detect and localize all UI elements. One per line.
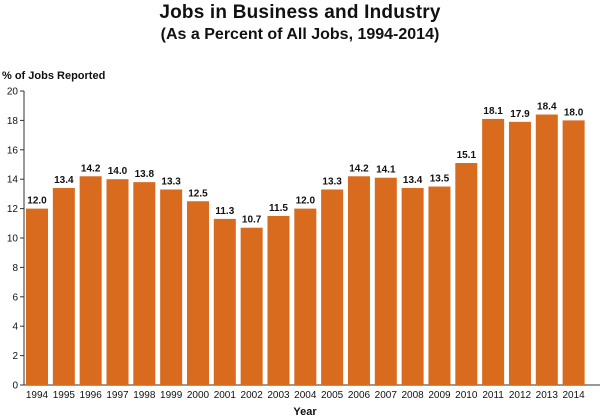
x-tick-label: 2005: [321, 390, 344, 401]
bar: [186, 201, 209, 385]
bar: [562, 120, 585, 386]
bar: [374, 177, 397, 385]
y-tick-label: 2: [12, 351, 18, 362]
data-label: 14.0: [108, 166, 128, 177]
bar: [482, 118, 505, 386]
data-label: 11.5: [269, 203, 288, 214]
x-tick-label: 2008: [402, 390, 425, 401]
y-tick-label: 16: [7, 145, 19, 156]
x-tick-label: 1998: [133, 390, 156, 401]
y-tick-label: 4: [12, 322, 18, 333]
x-tick-label: 2004: [294, 390, 317, 401]
data-label: 13.3: [322, 176, 342, 187]
bar: [535, 114, 558, 386]
x-tick-label: 2014: [562, 390, 585, 401]
chart-subtitle: (As a Percent of All Jobs, 1994-2014): [160, 26, 440, 43]
data-label: 10.7: [242, 215, 262, 226]
x-tick-label: 1994: [26, 390, 49, 401]
y-tick-label: 20: [7, 87, 19, 98]
data-label: 13.4: [403, 175, 423, 186]
x-tick-label: 1997: [106, 390, 129, 401]
x-tick-label: 2010: [455, 390, 478, 401]
data-label: 18.0: [564, 107, 584, 118]
y-tick-label: 0: [12, 381, 18, 392]
bar: [26, 208, 48, 385]
bar: [294, 208, 317, 385]
data-label: 12.5: [188, 188, 208, 199]
chart-title: Jobs in Business and Industry: [159, 2, 441, 23]
data-label: 12.0: [27, 196, 47, 207]
data-label: 13.8: [135, 169, 155, 180]
bar: [455, 163, 478, 385]
data-label: 15.1: [457, 150, 477, 161]
x-tick-label: 1996: [80, 390, 103, 401]
bar: [106, 179, 129, 385]
data-label: 14.1: [376, 165, 396, 176]
x-tick-label: 2007: [375, 390, 398, 401]
y-tick-label: 18: [7, 116, 19, 127]
bar: [240, 227, 263, 385]
data-label: 18.1: [483, 106, 503, 117]
data-label: 13.5: [430, 174, 450, 185]
data-label: 12.0: [296, 196, 316, 207]
data-label: 14.2: [81, 163, 101, 174]
data-label: 18.4: [537, 102, 557, 113]
x-tick-label: 2013: [536, 390, 559, 401]
x-tick-label: 2006: [348, 390, 371, 401]
bar: [133, 182, 156, 385]
y-tick-label: 14: [7, 175, 19, 186]
data-label: 14.2: [349, 163, 369, 174]
x-tick-label: 2001: [214, 390, 237, 401]
bar: [213, 218, 236, 385]
bar: [321, 189, 344, 385]
x-tick-label: 2012: [509, 390, 532, 401]
x-tick-label: 2002: [241, 390, 264, 401]
bar: [52, 188, 75, 385]
y-tick-label: 10: [7, 234, 19, 245]
bar: [401, 188, 424, 385]
bar: [160, 189, 183, 385]
data-label: 11.3: [215, 206, 234, 217]
y-tick-label: 12: [7, 204, 19, 215]
x-tick-label: 2009: [428, 390, 451, 401]
bar: [508, 121, 531, 386]
x-tick-label: 1995: [53, 390, 76, 401]
x-tick-label: 1999: [160, 390, 183, 401]
bar: [79, 176, 102, 385]
bar: [428, 186, 451, 385]
y-tick-label: 8: [12, 263, 18, 274]
data-label: 13.4: [54, 175, 74, 186]
bar: [347, 176, 370, 385]
data-label: 17.9: [510, 109, 530, 120]
bar: [267, 215, 290, 385]
x-axis-label: Year: [293, 406, 317, 418]
x-tick-label: 2011: [482, 390, 504, 401]
y-tick-label: 6: [12, 292, 18, 303]
x-tick-label: 2003: [267, 390, 290, 401]
x-tick-label: 2000: [187, 390, 210, 401]
data-label: 13.3: [161, 176, 181, 187]
y-axis-label: % of Jobs Reported: [2, 70, 105, 82]
